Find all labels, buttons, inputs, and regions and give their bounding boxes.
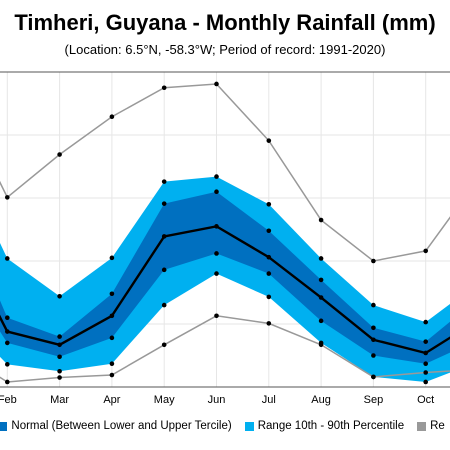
upper-tercile-point xyxy=(109,291,115,297)
lower-tercile-point xyxy=(5,340,10,346)
chart-legend: nNormal (Between Lower and Upper Tercile… xyxy=(0,420,450,440)
legend-label: Range 10th - 90th Percentile xyxy=(257,420,405,432)
median-point xyxy=(109,313,115,319)
x-tick-label: Sep xyxy=(364,394,384,406)
lower-tercile-point xyxy=(266,271,272,276)
record-high-point xyxy=(5,195,10,200)
x-tick-label: Apr xyxy=(103,394,120,406)
median-point xyxy=(423,350,429,356)
upper-tercile-point xyxy=(371,325,376,331)
lower-tercile-point xyxy=(161,267,167,273)
record-low-point xyxy=(214,313,219,319)
median-point xyxy=(57,342,62,348)
record-high-point xyxy=(423,248,429,254)
upper-tercile-point xyxy=(57,334,62,339)
legend-item: Range 10th - 90th Percentile xyxy=(244,420,405,432)
lower-tercile-point xyxy=(109,335,115,341)
x-tick-label: Mar xyxy=(50,394,69,406)
legend-swatch xyxy=(0,421,8,431)
x-tick-label: Oct xyxy=(417,394,434,406)
median-point xyxy=(5,329,10,334)
p90-point xyxy=(266,202,272,207)
record-high-point xyxy=(266,138,272,143)
lower-tercile-point xyxy=(57,354,62,360)
legend-item: Normal (Between Lower and Upper Tercile) xyxy=(0,420,232,432)
record-low-line xyxy=(0,315,450,383)
x-tick-label: Jul xyxy=(262,394,276,406)
p90-point xyxy=(318,256,324,261)
record-low-point xyxy=(57,375,62,380)
upper-tercile-point xyxy=(266,228,272,234)
record-low-point xyxy=(161,342,167,348)
p90-point xyxy=(57,293,62,299)
p90-point xyxy=(423,319,429,325)
record-high-line xyxy=(0,83,450,262)
median-point xyxy=(318,295,324,300)
record-low-point xyxy=(371,374,376,380)
upper-tercile-point xyxy=(318,277,324,283)
record-high-point xyxy=(371,258,376,264)
p10-point xyxy=(266,294,272,300)
record-low-point xyxy=(5,379,10,385)
p10-point xyxy=(423,379,429,385)
chart-title: Timheri, Guyana - Monthly Rainfall (mm) xyxy=(14,10,436,35)
median-point xyxy=(161,234,167,239)
legend-label: Normal (Between Lower and Upper Tercile) xyxy=(11,420,232,432)
p10-point xyxy=(5,362,10,367)
record-high-point xyxy=(318,217,324,223)
lower-tercile-point xyxy=(214,251,219,256)
p90-point xyxy=(109,255,115,261)
p10-point xyxy=(214,271,219,276)
median-point xyxy=(214,224,219,229)
record-high-point xyxy=(109,114,115,120)
plot-area xyxy=(0,81,450,385)
median-line xyxy=(0,225,450,355)
record-low-point xyxy=(318,342,324,348)
x-tick-label: May xyxy=(154,394,175,406)
lower-tercile-point xyxy=(423,361,429,366)
upper-tercile-point xyxy=(423,339,429,344)
tercile-band xyxy=(0,191,450,364)
p90-point xyxy=(5,256,10,261)
record-low-point xyxy=(266,321,272,326)
record-low-point xyxy=(423,370,429,375)
upper-tercile-point xyxy=(161,201,167,206)
legend-item: Re xyxy=(417,420,445,432)
median-point xyxy=(371,337,376,343)
median-point xyxy=(266,254,272,260)
p90-point xyxy=(161,179,167,184)
plot-frame xyxy=(0,71,450,388)
upper-tercile-point xyxy=(5,315,10,321)
legend-swatch xyxy=(244,421,254,431)
record-low-point xyxy=(109,372,115,378)
chart-subtitle: (Location: 6.5°N, -58.3°W; Period of rec… xyxy=(64,42,386,57)
x-tick-label: Feb xyxy=(0,394,17,406)
record-high-point xyxy=(161,85,167,91)
legend-swatch xyxy=(417,421,427,431)
p10-point xyxy=(109,361,115,366)
lower-tercile-point xyxy=(318,318,324,324)
legend-label: Re xyxy=(430,420,445,432)
legend-items: nNormal (Between Lower and Upper Tercile… xyxy=(0,420,450,434)
p10-point xyxy=(161,302,167,308)
record-high-point xyxy=(57,152,62,157)
record-high-point xyxy=(214,81,219,87)
x-tick-label: Jun xyxy=(208,394,226,406)
p90-point xyxy=(371,302,376,308)
p90-point xyxy=(214,174,219,179)
lower-tercile-point xyxy=(371,353,376,358)
p10-point xyxy=(57,368,62,374)
x-tick-label: Aug xyxy=(311,394,331,406)
upper-tercile-point xyxy=(214,189,219,194)
